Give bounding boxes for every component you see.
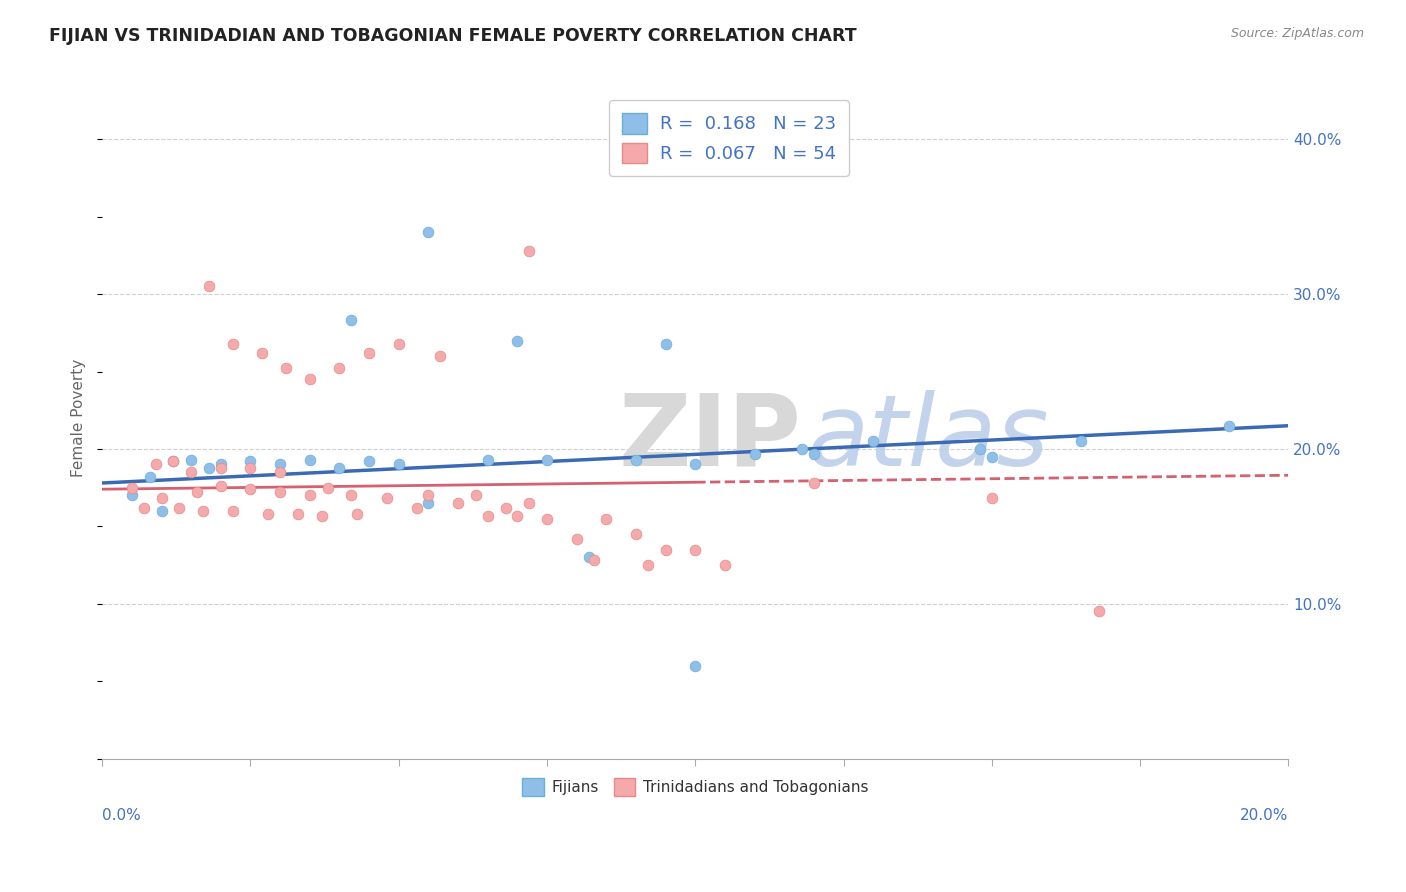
Point (429, 349, 451, 363)
Point (477, 452, 499, 467)
Point (418, 488, 440, 502)
Point (222, 504, 245, 518)
Point (239, 482, 262, 496)
Point (138, 470, 160, 484)
Point (269, 485, 291, 500)
Point (375, 491, 398, 506)
Point (624, 452, 647, 467)
Point (186, 485, 208, 500)
Point (685, 658, 707, 673)
Point (536, 452, 558, 467)
Point (980, 491, 1002, 506)
Point (506, 508, 529, 523)
Point (121, 488, 143, 502)
Point (477, 508, 499, 523)
Point (685, 458, 707, 472)
Point (180, 452, 202, 467)
Point (637, 558, 659, 572)
Point (359, 454, 381, 468)
Point (269, 465, 291, 479)
Point (447, 496, 470, 510)
Point (269, 458, 291, 472)
Point (578, 550, 600, 565)
Point (803, 447, 825, 461)
Point (654, 542, 676, 557)
Point (239, 460, 262, 475)
Point (714, 558, 737, 572)
Point (209, 460, 232, 475)
Text: FIJIAN VS TRINIDADIAN AND TOBAGONIAN FEMALE POVERTY CORRELATION CHART: FIJIAN VS TRINIDADIAN AND TOBAGONIAN FEM… (49, 27, 856, 45)
Point (1218, 418, 1240, 433)
Point (862, 434, 884, 449)
Point (298, 452, 321, 467)
Point (565, 532, 588, 546)
Point (145, 458, 167, 472)
Point (1087, 605, 1109, 619)
Legend: Fijians, Trinidadians and Tobagonians: Fijians, Trinidadians and Tobagonians (516, 772, 875, 802)
Point (405, 500, 427, 515)
Point (517, 244, 540, 258)
Text: 20.0%: 20.0% (1240, 808, 1288, 823)
Point (388, 458, 411, 472)
Point (517, 496, 540, 510)
Point (150, 504, 173, 518)
Point (311, 508, 333, 523)
Point (340, 488, 363, 502)
Point (624, 527, 647, 541)
Point (239, 454, 262, 468)
Point (340, 313, 363, 327)
Point (346, 507, 368, 521)
Text: ZIP: ZIP (619, 390, 801, 487)
Point (316, 481, 339, 495)
Point (654, 336, 676, 351)
Point (198, 279, 221, 293)
Point (209, 458, 232, 472)
Point (506, 334, 529, 348)
Point (685, 542, 707, 557)
Point (595, 511, 617, 525)
Point (132, 500, 155, 515)
Point (298, 372, 321, 386)
Point (191, 504, 214, 518)
Point (274, 361, 297, 376)
Point (257, 507, 280, 521)
Point (790, 442, 813, 456)
Point (162, 454, 184, 468)
Point (150, 491, 173, 506)
Point (209, 479, 232, 493)
Point (980, 450, 1002, 464)
Point (169, 500, 191, 515)
Point (222, 336, 245, 351)
Point (198, 460, 221, 475)
Point (803, 475, 825, 490)
Point (1070, 434, 1092, 449)
Point (287, 507, 309, 521)
Point (252, 346, 274, 360)
Text: 0.0%: 0.0% (103, 808, 141, 823)
Point (388, 336, 411, 351)
Y-axis label: Female Poverty: Female Poverty (72, 359, 86, 477)
Text: Source: ZipAtlas.com: Source: ZipAtlas.com (1230, 27, 1364, 40)
Point (328, 460, 350, 475)
Point (418, 496, 440, 510)
Point (744, 447, 766, 461)
Point (328, 361, 350, 376)
Point (464, 488, 486, 502)
Text: atlas: atlas (808, 390, 1050, 487)
Point (495, 500, 517, 515)
Point (583, 553, 606, 567)
Point (121, 481, 143, 495)
Point (359, 346, 381, 360)
Point (969, 442, 991, 456)
Point (162, 454, 184, 468)
Point (180, 465, 202, 479)
Point (298, 488, 321, 502)
Point (536, 511, 558, 525)
Point (418, 225, 440, 239)
